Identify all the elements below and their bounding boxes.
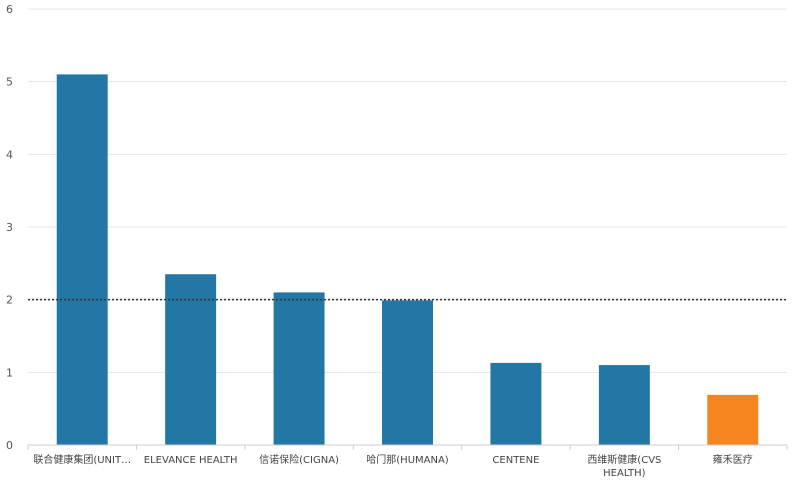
- y-tick-label: 5: [6, 76, 13, 89]
- bar: [598, 365, 650, 445]
- bar: [165, 274, 217, 445]
- x-category-label: HEALTH): [603, 468, 646, 479]
- bar: [56, 74, 108, 446]
- y-tick-label: 6: [6, 3, 13, 16]
- bar: [707, 394, 759, 445]
- bar: [382, 300, 433, 445]
- y-tick-label: 0: [6, 439, 13, 452]
- bars: [56, 74, 759, 446]
- gridlines: [28, 8, 787, 373]
- x-axis: [27, 444, 788, 450]
- x-category-label: 哈门那(HUMANA): [366, 453, 449, 466]
- x-category-label: 西维斯健康(CVS: [587, 453, 661, 466]
- y-tick-label: 4: [6, 148, 13, 161]
- y-tick-label: 2: [6, 294, 13, 307]
- x-category-label: CENTENE: [492, 455, 539, 466]
- bar: [490, 362, 542, 445]
- x-category-label: 联合健康集团(UNIT…: [33, 453, 131, 466]
- bar: [273, 292, 325, 445]
- x-category-label: 雍禾医疗: [713, 453, 753, 466]
- y-tick-label: 3: [6, 221, 13, 234]
- x-category-label: ELEVANCE HEALTH: [144, 455, 238, 466]
- y-tick-label: 1: [6, 366, 13, 379]
- x-axis-category-labels: 联合健康集团(UNIT… ELEVANCE HEALTH 信诺保险(CIGNA) 哈门…: [33, 453, 752, 479]
- y-axis-tick-labels: 0 1 2 3 4 5 6: [6, 3, 13, 452]
- x-category-label: 信诺保险(CIGNA): [259, 453, 339, 466]
